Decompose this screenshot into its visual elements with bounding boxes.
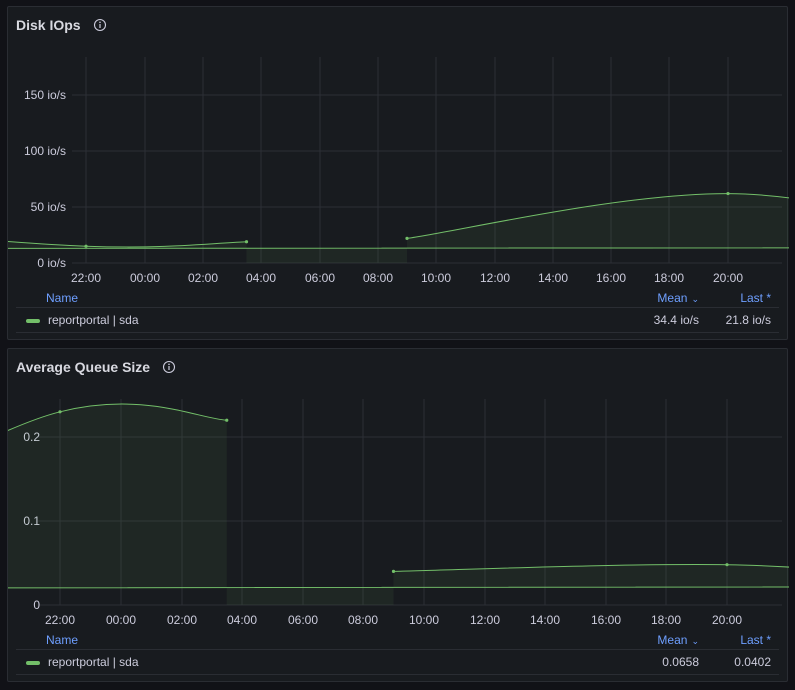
- y-tick-label: 100 io/s: [24, 144, 66, 158]
- x-tick-label: 04:00: [246, 271, 276, 285]
- y-tick-label: 150 io/s: [24, 88, 66, 102]
- series-area: [8, 193, 789, 263]
- x-tick-label: 02:00: [188, 271, 218, 285]
- legend-row[interactable]: reportportal | sda 34.4 io/s 21.8 io/s: [16, 308, 779, 333]
- legend-name-header[interactable]: Name: [46, 291, 79, 305]
- x-tick-label: 04:00: [227, 613, 257, 627]
- chevron-down-icon: ⌄: [691, 636, 699, 646]
- disk-iops-chart[interactable]: 0 io/s 50 io/s 100 io/s 150 io/s 22:00 00:00 0…: [8, 7, 789, 289]
- y-tick-label: 50 io/s: [31, 200, 66, 214]
- y-tick-label: 0.2: [23, 430, 40, 444]
- legend-last-header[interactable]: Last *: [740, 291, 771, 305]
- x-tick-label: 22:00: [45, 613, 75, 627]
- legend-header: Name Mean ⌄ Last *: [16, 631, 779, 650]
- legend: Name Mean ⌄ Last * reportportal | sda 34.…: [16, 289, 779, 333]
- legend-series-name[interactable]: reportportal | sda: [48, 313, 139, 327]
- legend-mean-header[interactable]: Mean ⌄: [657, 633, 699, 647]
- legend-last-value: 0.0402: [734, 655, 771, 669]
- x-tick-label: 16:00: [596, 271, 626, 285]
- data-point: [225, 418, 229, 422]
- data-point: [244, 240, 249, 244]
- series-color-swatch[interactable]: [26, 318, 40, 323]
- x-tick-label: 06:00: [305, 271, 335, 285]
- panel-header: Disk IOps: [16, 15, 107, 35]
- legend-row[interactable]: reportportal | sda 0.0658 0.0402: [16, 650, 779, 675]
- x-tick-label: 18:00: [651, 613, 681, 627]
- x-tick-label: 22:00: [71, 271, 101, 285]
- panel-header: Average Queue Size: [16, 357, 176, 377]
- legend-mean-header[interactable]: Mean ⌄: [657, 291, 699, 305]
- legend-mean-value: 34.4 io/s: [653, 313, 699, 327]
- x-tick-label: 00:00: [130, 271, 160, 285]
- x-tick-label: 10:00: [421, 271, 451, 285]
- data-point: [58, 410, 62, 414]
- x-tick-label: 02:00: [167, 613, 197, 627]
- x-tick-label: 20:00: [712, 613, 742, 627]
- legend-name-header[interactable]: Name: [46, 633, 79, 647]
- x-tick-label: 14:00: [538, 271, 568, 285]
- info-icon[interactable]: [93, 18, 107, 32]
- chevron-down-icon: ⌄: [691, 294, 699, 304]
- x-tick-label: 08:00: [348, 613, 378, 627]
- x-tick-label: 10:00: [409, 613, 439, 627]
- panel-title[interactable]: Disk IOps: [16, 17, 81, 33]
- x-tick-label: 12:00: [480, 271, 510, 285]
- legend-last-value: 21.8 io/s: [725, 313, 771, 327]
- x-tick-label: 06:00: [288, 613, 318, 627]
- x-tick-label: 12:00: [470, 613, 500, 627]
- x-tick-label: 18:00: [654, 271, 684, 285]
- x-tick-label: 00:00: [106, 613, 136, 627]
- average-queue-size-panel: Average Queue Size 0 0.1 0.2 22:00 00:00 02:0…: [7, 348, 789, 682]
- legend-last-header[interactable]: Last *: [740, 633, 771, 647]
- y-tick-label: 0.1: [23, 514, 40, 528]
- data-point: [405, 236, 409, 240]
- legend-series-name[interactable]: reportportal | sda: [48, 655, 139, 669]
- x-tick-label: 14:00: [530, 613, 560, 627]
- y-tick-label: 0 io/s: [37, 256, 66, 270]
- x-tick-label: 08:00: [363, 271, 393, 285]
- legend-mean-value: 0.0658: [662, 655, 699, 669]
- x-tick-label: 20:00: [713, 271, 743, 285]
- average-queue-size-chart[interactable]: 0 0.1 0.2 22:00 00:00 02:00 04:00 06:00 08:00 10:…: [8, 349, 789, 631]
- legend: Name Mean ⌄ Last * reportportal | sda 0.0…: [16, 631, 779, 675]
- series-color-swatch[interactable]: [26, 660, 40, 665]
- data-point: [725, 563, 729, 567]
- data-point: [84, 244, 88, 248]
- data-point: [726, 191, 730, 196]
- series-area: [8, 404, 789, 605]
- x-tick-label: 16:00: [591, 613, 621, 627]
- legend-header: Name Mean ⌄ Last *: [16, 289, 779, 308]
- y-tick-label: 0: [33, 598, 40, 612]
- panel-title[interactable]: Average Queue Size: [16, 359, 151, 375]
- disk-iops-panel: Disk IOps 0 io/s 50 io/s 100 io/s 150 io/s 2…: [7, 6, 789, 340]
- data-point: [391, 569, 396, 573]
- info-icon[interactable]: [162, 360, 176, 374]
